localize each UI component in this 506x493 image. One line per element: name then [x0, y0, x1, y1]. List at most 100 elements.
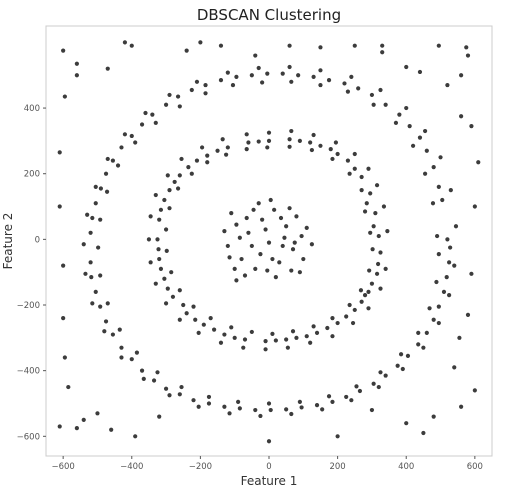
data-point — [198, 40, 203, 45]
data-point — [157, 414, 162, 419]
data-point — [133, 140, 138, 145]
data-point — [229, 325, 234, 330]
data-point — [191, 304, 196, 309]
data-point — [93, 289, 98, 294]
data-point — [427, 306, 432, 311]
data-point — [469, 124, 474, 129]
data-point — [167, 188, 172, 193]
data-point — [299, 405, 304, 410]
data-point — [278, 215, 284, 221]
data-point — [424, 148, 429, 153]
x-tick-label: −400 — [120, 462, 143, 472]
data-point — [465, 53, 471, 58]
data-point — [266, 130, 272, 135]
data-point — [368, 230, 373, 235]
data-point — [304, 225, 309, 230]
data-point — [352, 43, 357, 48]
data-point — [280, 71, 285, 76]
data-point — [266, 401, 272, 406]
data-point — [424, 330, 429, 336]
data-point — [119, 345, 124, 350]
data-point — [436, 252, 441, 257]
data-point — [151, 378, 157, 383]
data-point — [349, 398, 354, 403]
data-point — [230, 82, 236, 88]
data-point — [364, 201, 369, 206]
data-point — [368, 191, 373, 196]
data-point — [369, 92, 375, 98]
data-point — [464, 45, 469, 50]
data-point — [453, 224, 459, 229]
x-tick-label: −600 — [51, 462, 74, 472]
data-point — [357, 388, 363, 394]
data-point — [225, 243, 230, 249]
data-point — [294, 214, 299, 219]
data-point — [237, 406, 242, 411]
data-point — [447, 293, 452, 298]
data-point — [457, 335, 462, 340]
data-point — [417, 135, 423, 140]
data-point — [440, 197, 445, 203]
data-point — [335, 434, 340, 439]
data-point — [369, 281, 375, 286]
data-point — [354, 384, 359, 389]
data-point — [62, 355, 67, 360]
data-point — [256, 201, 261, 206]
data-point — [330, 316, 335, 321]
data-point — [416, 342, 421, 347]
data-point — [297, 138, 302, 143]
data-point — [167, 206, 172, 211]
data-point — [129, 357, 134, 362]
data-point — [290, 247, 296, 252]
data-point — [246, 140, 251, 145]
data-point — [378, 87, 383, 93]
data-point — [246, 230, 251, 235]
data-point — [311, 324, 316, 329]
data-point — [398, 352, 404, 357]
data-point — [170, 294, 176, 299]
data-point — [290, 329, 296, 334]
data-point — [260, 80, 265, 85]
data-point — [359, 188, 364, 193]
data-point — [163, 386, 169, 391]
data-point — [358, 288, 364, 293]
data-point — [162, 197, 167, 203]
data-point — [155, 237, 160, 242]
data-point — [162, 276, 167, 281]
data-point — [373, 210, 378, 216]
y-tick-label: 0 — [35, 235, 40, 245]
data-point — [143, 110, 148, 116]
data-point — [57, 424, 62, 429]
data-point — [431, 317, 436, 322]
y-tick-label: 200 — [24, 170, 40, 180]
data-point — [155, 370, 160, 375]
data-point — [287, 43, 292, 48]
data-point — [434, 279, 439, 285]
data-point — [459, 73, 464, 78]
data-point — [277, 260, 282, 265]
data-point — [189, 87, 194, 93]
data-point — [371, 224, 376, 229]
data-point — [148, 260, 153, 265]
data-point — [284, 337, 289, 342]
data-point — [165, 173, 170, 178]
data-point — [150, 112, 155, 117]
data-point — [311, 74, 316, 79]
data-point — [268, 407, 273, 413]
data-point — [374, 271, 380, 276]
data-point — [83, 271, 88, 276]
data-point — [405, 353, 411, 358]
data-point — [438, 155, 443, 160]
data-point — [359, 299, 364, 304]
data-point — [383, 266, 388, 272]
data-point — [119, 355, 124, 360]
data-point — [165, 286, 170, 291]
data-point — [89, 275, 94, 280]
data-point — [61, 48, 66, 53]
data-point — [105, 156, 110, 162]
y-tick-label: 400 — [24, 104, 40, 114]
data-point — [407, 124, 412, 129]
data-point — [326, 394, 332, 399]
data-point — [242, 337, 248, 342]
